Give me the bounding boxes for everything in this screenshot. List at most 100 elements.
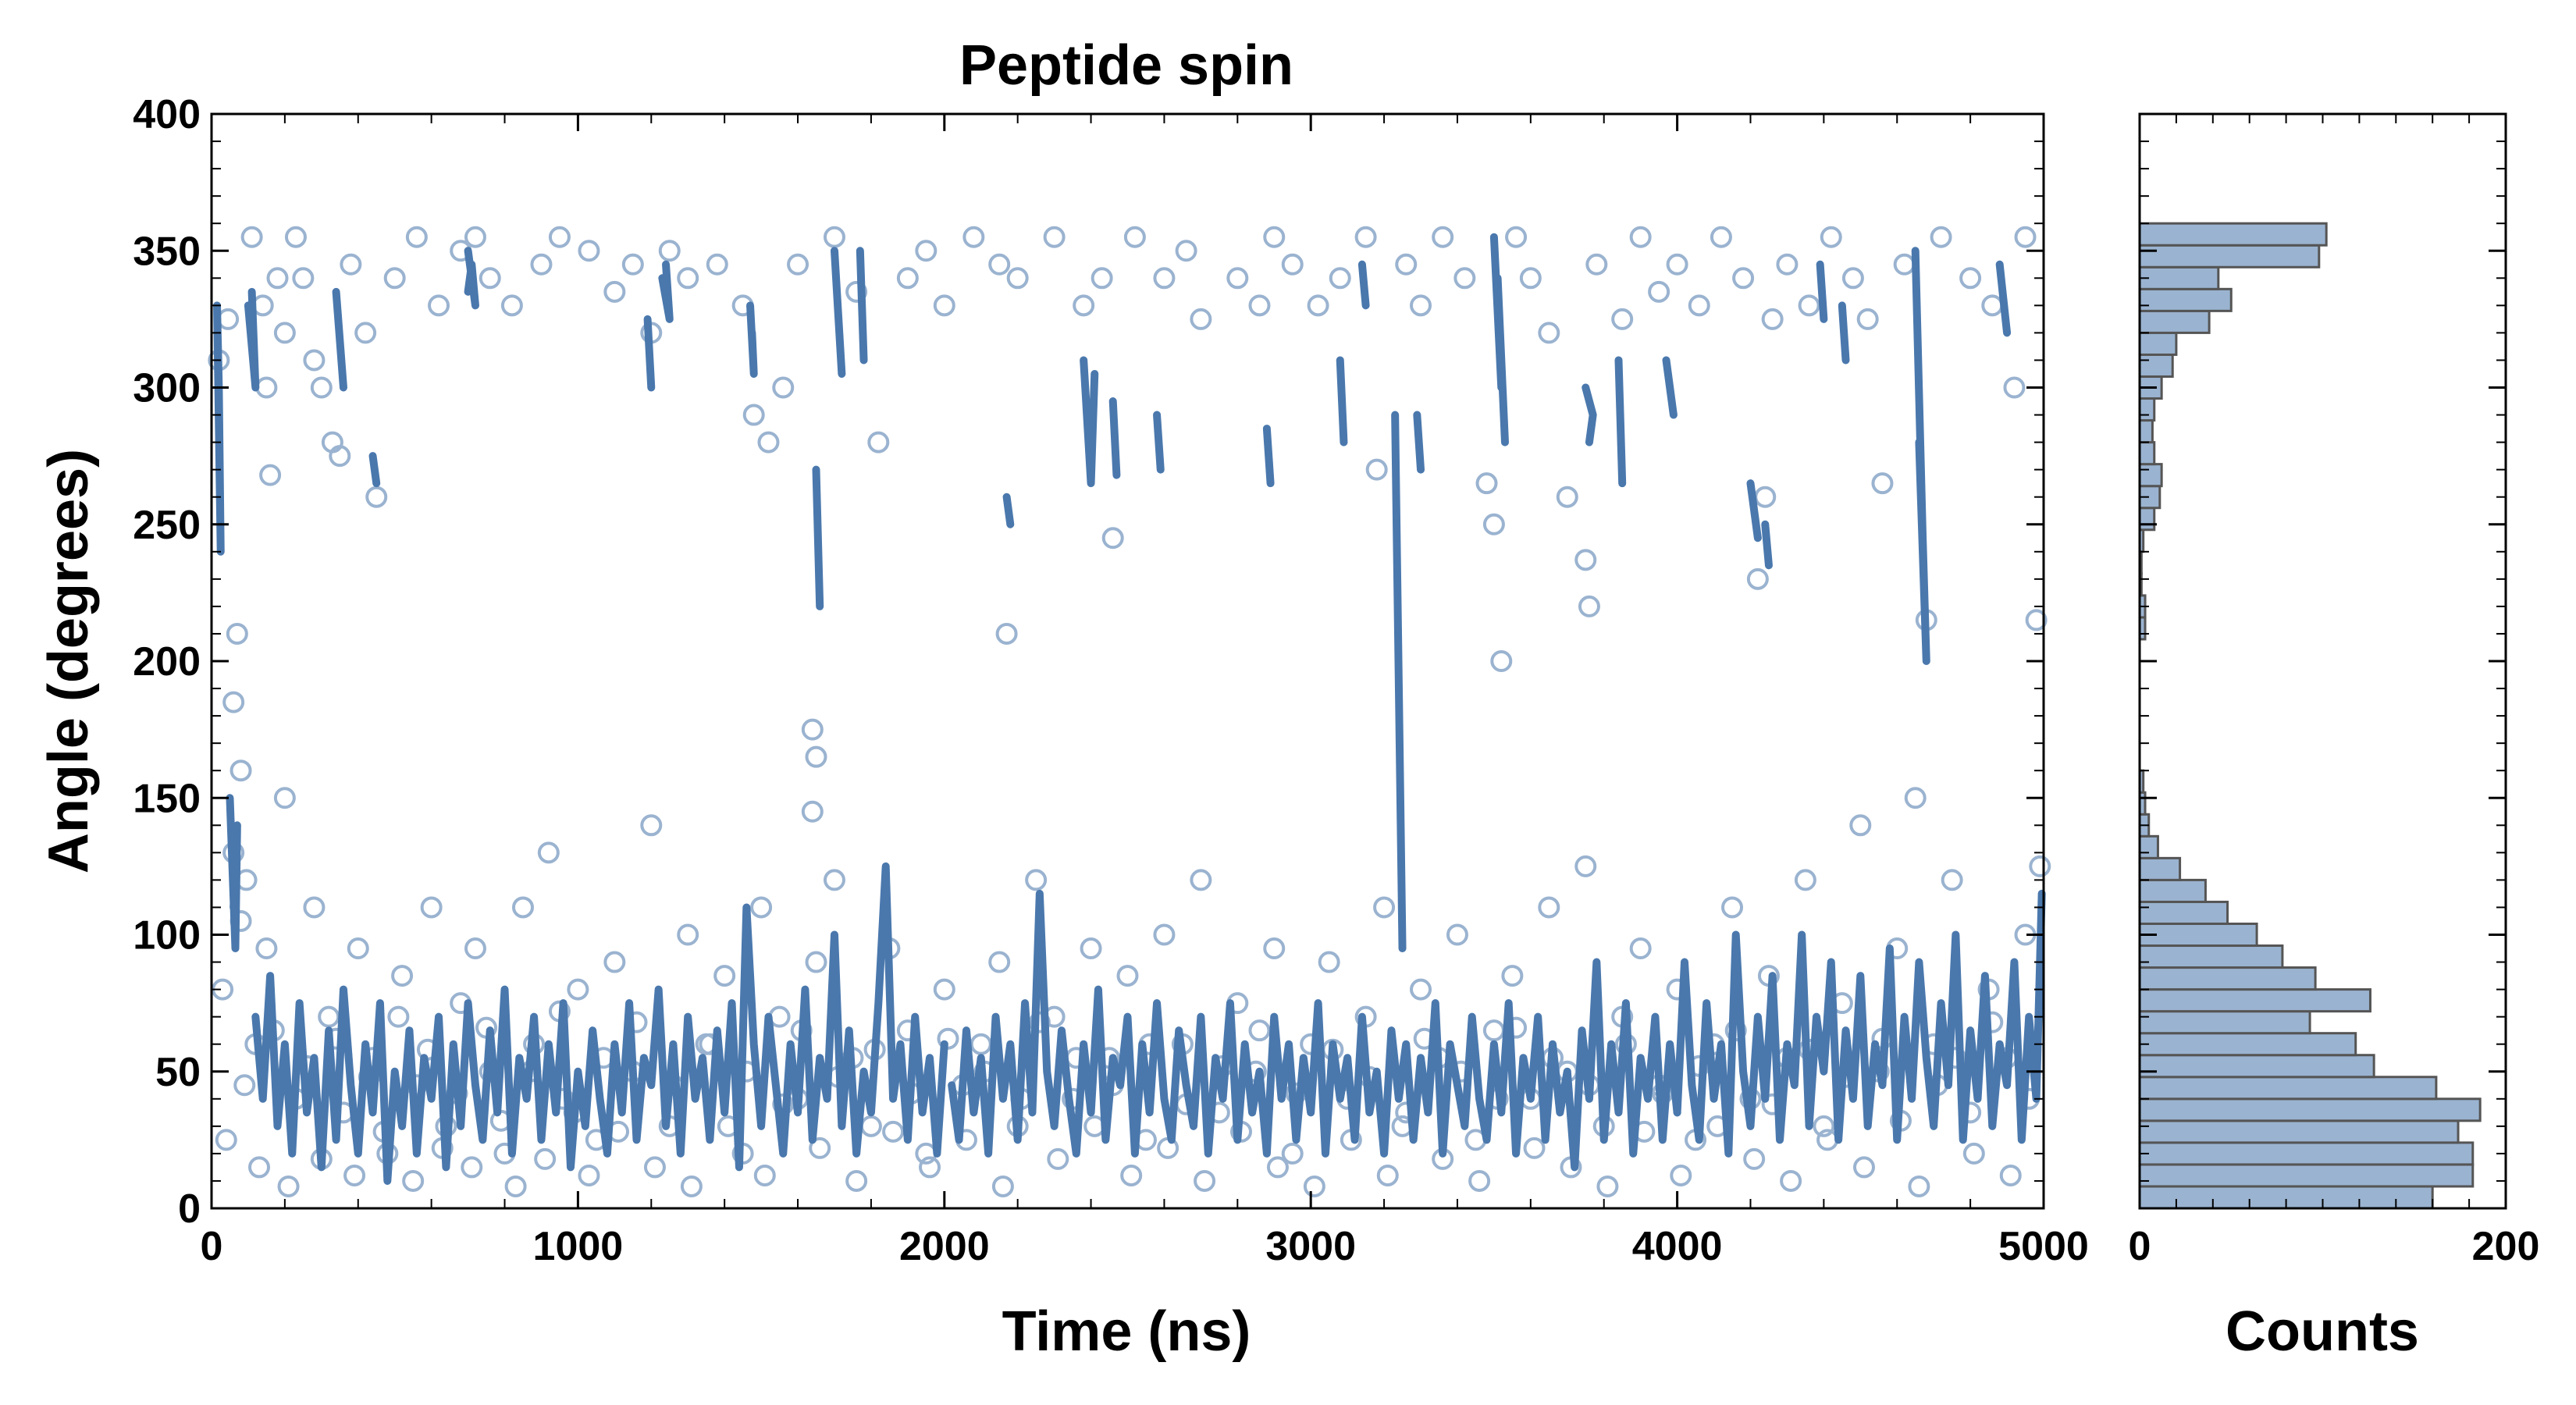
scatter-point (805, 745, 827, 768)
scatter-point (787, 253, 809, 276)
scatter-point (217, 308, 240, 330)
trajectory-line (1614, 356, 1627, 488)
scatter-point (266, 267, 289, 290)
scatter-point (677, 923, 699, 946)
trajectory-line (1582, 383, 1597, 446)
scatter-point (1373, 896, 1396, 919)
trajectory-line (1746, 479, 1762, 542)
scatter-point (2029, 855, 2051, 877)
scatter-point (479, 267, 501, 290)
scatter-point (991, 1175, 1014, 1197)
trajectory-line (226, 794, 241, 953)
scatter-point (1248, 1019, 1271, 1042)
scatter-point (567, 978, 589, 1001)
scatter-point (1908, 1175, 1930, 1197)
scatter-point (1266, 1156, 1289, 1179)
scatter-point (933, 978, 955, 1001)
histogram-bar (2138, 419, 2154, 444)
scatter-point (402, 1169, 425, 1192)
trajectory-line (213, 301, 225, 556)
scatter-point (1091, 267, 1113, 290)
scatter-point (273, 322, 296, 344)
scatter-point (1410, 294, 1432, 317)
y-tick-label: 150 (133, 776, 201, 821)
x-tick-label: 1000 (533, 1224, 624, 1269)
scatter-point (340, 253, 362, 276)
scatter-point (2014, 226, 2037, 248)
scatter-point (1688, 294, 1710, 317)
y-axis-title: Angle (degrees) (37, 449, 100, 873)
scatter-point (845, 1169, 868, 1192)
scatter-point (1721, 896, 1744, 919)
trajectory-line (746, 301, 758, 378)
scatter-point (937, 1027, 959, 1050)
scatter-point (1981, 294, 2004, 317)
scatter-point (1820, 226, 1842, 248)
scatter-point (1578, 595, 1600, 617)
trajectory-line (658, 260, 674, 323)
scatter-point (1190, 308, 1212, 330)
histogram-bar (2138, 856, 2182, 881)
histogram-bar (2138, 944, 2284, 969)
scatter-point (1248, 294, 1271, 317)
scatter-point (1893, 253, 1916, 276)
scatter-point (318, 1005, 340, 1028)
scatter-point (1780, 1169, 1802, 1192)
scatter-point (1028, 1011, 1051, 1033)
scatter-point (420, 896, 443, 919)
scatter-point (1849, 814, 1872, 837)
trajectory-line (1838, 301, 1850, 365)
angle-time-panel: Peptide spin 0 1000 2000 3000 4000 5000 0 50 10… (37, 34, 2089, 1363)
trajectory-line (1413, 411, 1425, 474)
scatter-point (1505, 226, 1528, 248)
scatter-point (229, 759, 252, 782)
scatter-point (1453, 267, 1476, 290)
histogram-bar (2138, 922, 2258, 948)
trajectory-line (643, 315, 656, 392)
scatter-point (1153, 923, 1176, 946)
x-axis-title: Time (ns) (1002, 1300, 1251, 1363)
scatter-point (603, 951, 626, 973)
scatter-point (1153, 267, 1176, 290)
trajectory-line (1002, 493, 1015, 528)
scatter-point (742, 404, 765, 426)
scatter-point (215, 1129, 237, 1151)
scatter-point (658, 240, 681, 262)
trajectory-line (244, 287, 260, 392)
scatter-point (1794, 869, 1816, 891)
trajectory-line (830, 247, 846, 378)
scatter-point (988, 951, 1011, 973)
scatter-point (1501, 965, 1524, 987)
scatter-point (713, 965, 736, 987)
scatter-point (1043, 226, 1066, 248)
scatter-point (534, 1147, 557, 1170)
scatter-point (387, 1005, 410, 1028)
scatter-point (757, 431, 780, 454)
main-x-axis: 0 1000 2000 3000 4000 5000 (201, 114, 2089, 1269)
scatter-point (1648, 280, 1670, 303)
scatter-point (801, 800, 824, 823)
scatter-point (1776, 253, 1799, 276)
scatter-point (464, 226, 486, 248)
trajectory-line (1761, 520, 1773, 570)
scatter-point (962, 226, 985, 248)
histogram-bar (2138, 1076, 2438, 1101)
histogram-bar (2138, 309, 2211, 334)
trajectory-line (251, 862, 948, 1185)
scatter-point (1904, 787, 1927, 809)
y-tick-label: 50 (155, 1050, 201, 1095)
scatter-point (1670, 1164, 1692, 1186)
scatter-point (1175, 240, 1197, 262)
scatter-point (643, 1156, 666, 1179)
histogram-bar (2138, 244, 2321, 269)
scatter-point (428, 294, 450, 317)
trajectory-line (948, 889, 1681, 1172)
scatter-point (303, 349, 326, 372)
angle-histogram-panel: 0 200 Counts (2129, 112, 2539, 1363)
trajectory-line (464, 247, 479, 310)
scatter-point (1263, 937, 1286, 960)
scatter-point (1574, 549, 1597, 571)
trajectory-line (1153, 411, 1165, 474)
scatter-point (1354, 226, 1377, 248)
scatter-point (222, 691, 245, 713)
